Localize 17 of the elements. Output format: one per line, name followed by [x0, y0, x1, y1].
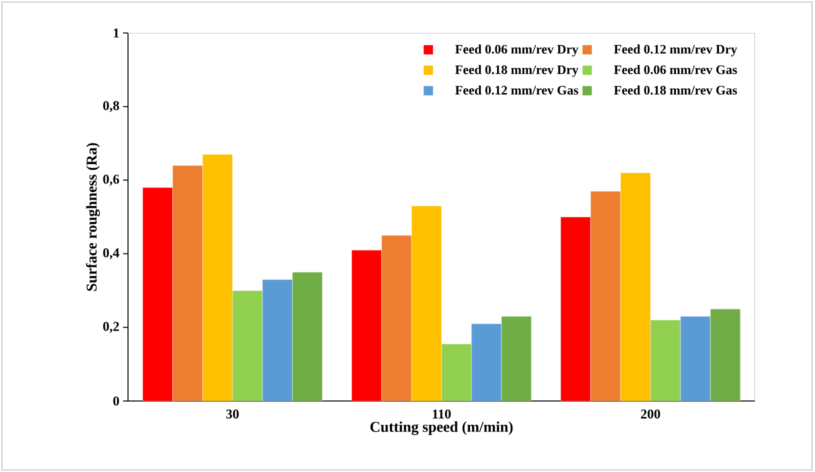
y-tick-label: 0 [113, 396, 119, 406]
legend-label: Feed 0.06 mm/rev Gas [614, 65, 737, 74]
y-axis-title: Surface roughness (Ra) [86, 143, 100, 291]
x-tick-label: 30 [226, 409, 239, 419]
y-tick-label: 0,6 [103, 174, 120, 186]
x-tick-label: 200 [640, 409, 660, 419]
x-tick-label: 110 [432, 409, 451, 419]
legend-label: Feed 0.18 mm/rev Dry [455, 65, 578, 77]
y-tick-label: 0,4 [103, 248, 120, 260]
legend-label: Feed 0.06 mm/rev Dry [455, 44, 578, 56]
legend-label: Feed 0.12 mm/rev Dry [614, 44, 738, 56]
y-tick-label: 0,8 [103, 101, 120, 112]
y-tick-label: 0,2 [103, 322, 119, 333]
x-axis-title: Cutting speed (m/min) [370, 421, 513, 436]
y-tick-label: 1 [114, 28, 119, 38]
legend-label: Feed 0.12 mm/rev Gas [455, 85, 578, 95]
legend-label: Feed 0.18 mm/rev Gas [614, 85, 737, 95]
